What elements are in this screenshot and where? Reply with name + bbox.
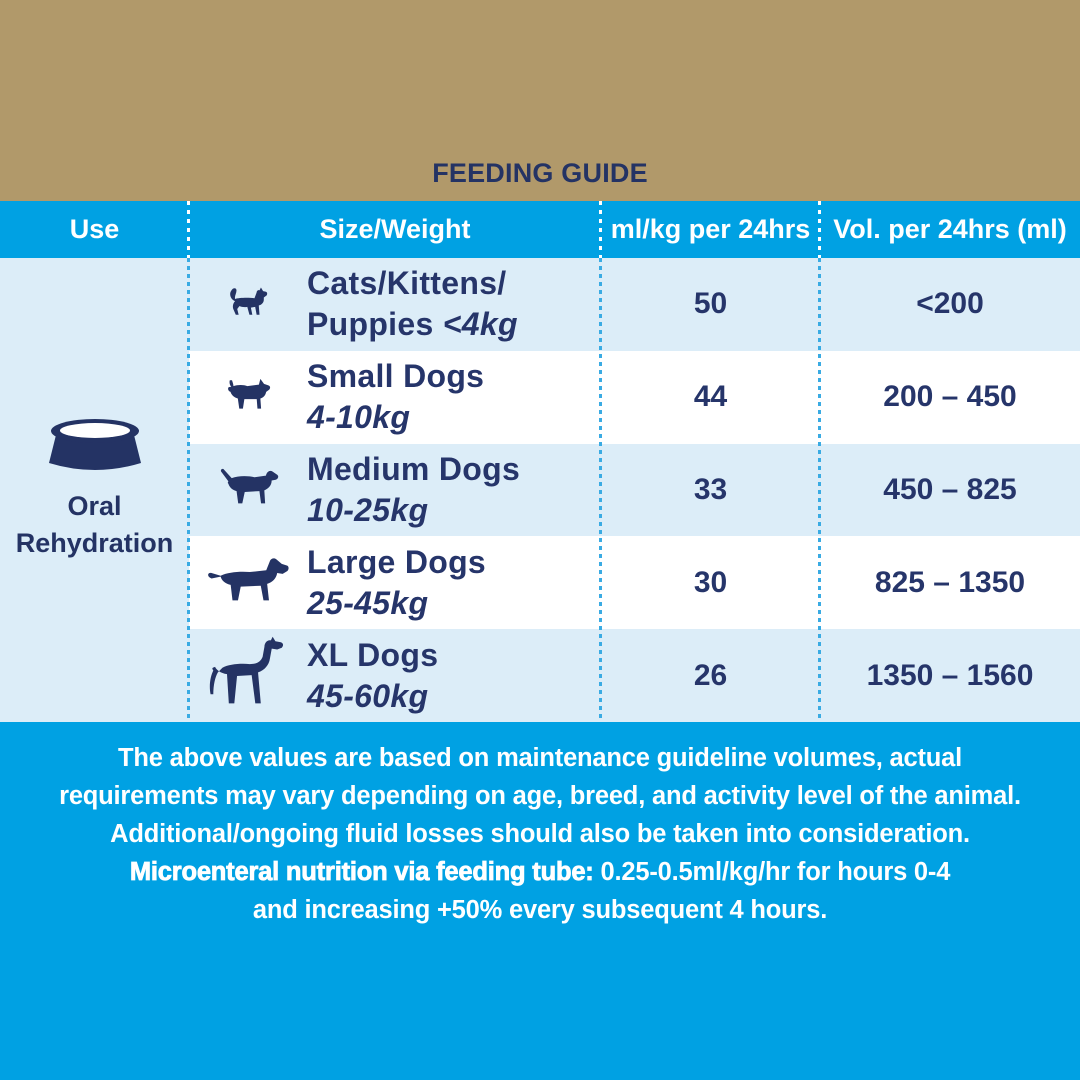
animal-weight: Puppies <4kg (307, 306, 518, 343)
animal-name: Small Dogs (307, 358, 485, 395)
table-row-medium-dogs: Medium Dogs 10-25kg 33 450 – 825 (189, 443, 1080, 537)
table-row-cats-kittens-puppies: Cats/Kittens/ Puppies <4kg 50 <200 (189, 258, 1080, 351)
xl-dog-icon (189, 634, 307, 718)
cat-icon (189, 285, 307, 323)
use-label-line1: Oral (67, 491, 122, 521)
vol-per-24hrs-value: <200 (916, 287, 984, 321)
use-cell-oral-rehydration: Oral Rehydration (0, 258, 189, 722)
feeding-table: Use Size/Weight ml/kg per 24hrs Vol. per… (0, 201, 1080, 722)
use-label-line2: Rehydration (15, 528, 174, 558)
column-separator-dotted (599, 201, 602, 258)
vol-per-24hrs-value: 1350 – 1560 (866, 658, 1034, 692)
animal-name: Cats/Kittens/ (307, 265, 507, 302)
animal-weight: 45-60kg (307, 677, 429, 714)
size-weight-text: Medium Dogs 10-25kg (307, 449, 520, 531)
column-header-use: Use (69, 214, 120, 244)
ml-per-kg-value: 33 (693, 472, 728, 506)
animal-name: XL Dogs (307, 636, 439, 673)
top-band: FEEDING GUIDE (0, 0, 1080, 201)
table-header-row: Use Size/Weight ml/kg per 24hrs Vol. per… (0, 201, 1080, 258)
small-dog-icon (189, 376, 307, 418)
size-weight-text: XL Dogs 45-60kg (307, 635, 438, 717)
page-title: FEEDING GUIDE (432, 158, 648, 188)
column-separator-dotted (818, 258, 821, 722)
footnote-line: Additional/ongoing fluid losses should a… (110, 820, 970, 848)
size-weight-cell: Large Dogs 25-45kg (189, 536, 601, 629)
column-header-size-weight: Size/Weight (319, 214, 471, 244)
footnote-line: The above values are based on maintenanc… (118, 744, 962, 772)
animal-weight: 25-45kg (307, 584, 429, 621)
column-separator-dotted (187, 201, 190, 258)
column-header-vol-per-24hrs: Vol. per 24hrs (ml) (833, 214, 1067, 244)
table-rows: Cats/Kittens/ Puppies <4kg 50 <200 (189, 258, 1080, 722)
ml-per-kg-value: 30 (693, 565, 728, 599)
size-weight-cell: Cats/Kittens/ Puppies <4kg (189, 258, 601, 351)
footnote-bold-label: Microenteral nutrition via feeding tube: (129, 858, 594, 887)
footnote-line-microenteral: Microenteral nutrition via feeding tube:… (129, 858, 951, 887)
medium-dog-icon (189, 465, 307, 514)
ml-per-kg-value: 26 (693, 658, 728, 692)
column-separator-dotted (187, 258, 190, 722)
table-row-xl-dogs: XL Dogs 45-60kg 26 1350 – 1560 (189, 629, 1080, 722)
footnote-line: requirements may vary depending on age, … (59, 782, 1021, 810)
table-row-small-dogs: Small Dogs 4-10kg 44 200 – 450 (189, 350, 1080, 444)
table-body: Oral Rehydration Cats/Kittens/ Puppies <… (0, 258, 1080, 722)
ml-per-kg-value: 50 (693, 287, 728, 321)
ml-per-kg-value: 44 (693, 380, 728, 414)
vol-per-24hrs-value: 200 – 450 (883, 380, 1017, 414)
size-weight-cell: Small Dogs 4-10kg (189, 351, 601, 444)
vol-per-24hrs-value: 825 – 1350 (874, 565, 1026, 599)
size-weight-text: Large Dogs 25-45kg (307, 542, 486, 624)
animal-weight: 4-10kg (307, 399, 411, 436)
size-weight-text: Cats/Kittens/ Puppies <4kg (307, 263, 518, 345)
size-weight-text: Small Dogs 4-10kg (307, 356, 484, 438)
column-header-ml-per-kg: ml/kg per 24hrs (610, 214, 811, 244)
footnote-band: The above values are based on maintenanc… (0, 722, 1080, 1080)
animal-name: Medium Dogs (307, 450, 521, 487)
pet-bowl-icon (43, 418, 147, 478)
column-separator-dotted (599, 258, 602, 722)
column-separator-dotted (818, 201, 821, 258)
size-weight-cell: XL Dogs 45-60kg (189, 629, 601, 722)
animal-weight: 10-25kg (307, 491, 429, 528)
animal-name: Large Dogs (307, 543, 487, 580)
table-row-large-dogs: Large Dogs 25-45kg 30 825 – 1350 (189, 536, 1080, 630)
size-weight-cell: Medium Dogs 10-25kg (189, 444, 601, 537)
vol-per-24hrs-value: 450 – 825 (883, 472, 1017, 506)
large-dog-icon (189, 552, 307, 614)
footnote-line: and increasing +50% every subsequent 4 h… (252, 896, 828, 924)
